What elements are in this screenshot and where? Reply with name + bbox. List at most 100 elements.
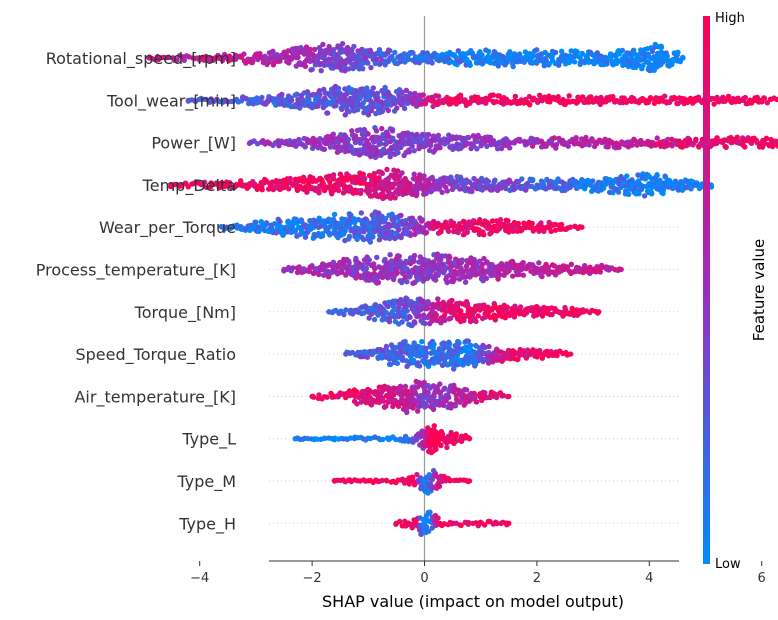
swarm-dot — [437, 145, 443, 151]
swarm-dot — [404, 279, 410, 285]
swarm-dot — [459, 257, 465, 263]
swarm-dot — [600, 185, 607, 191]
swarm-dot — [385, 303, 391, 310]
swarm-dot — [459, 226, 465, 232]
swarm-dot — [296, 264, 302, 270]
swarm-dot — [331, 211, 338, 218]
swarm-dot — [725, 93, 732, 100]
swarm-dot — [399, 393, 405, 400]
swarm-dot — [421, 173, 427, 179]
swarm-dot — [647, 96, 653, 102]
swarm-dot — [375, 183, 381, 190]
swarm-dot — [346, 66, 352, 72]
swarm-dot — [404, 409, 410, 415]
swarm-dot — [381, 404, 388, 410]
swarm-dot — [388, 342, 395, 348]
swarm-dot — [407, 350, 414, 357]
swarm-dot — [465, 338, 471, 344]
swarm-dot — [649, 62, 655, 68]
swarm-dot — [203, 96, 209, 103]
swarm-dot — [219, 224, 225, 230]
swarm-dot — [367, 193, 373, 199]
swarm-dot — [252, 219, 258, 225]
swarm-dot — [664, 53, 670, 59]
swarm-dot — [642, 176, 649, 182]
swarm-dot — [572, 59, 578, 65]
swarm-dot — [423, 353, 429, 360]
swarm-dot — [371, 261, 377, 267]
swarm-dot — [486, 221, 492, 227]
swarm-dot — [165, 54, 172, 60]
swarm-dot — [358, 187, 365, 194]
beeswarm-dots — [146, 41, 778, 537]
swarm-dot — [461, 317, 467, 324]
swarm-dot — [398, 212, 404, 219]
swarm-dot — [376, 264, 382, 270]
swarm-dot — [609, 139, 615, 145]
swarm-dot — [345, 46, 351, 52]
swarm-dot — [658, 44, 665, 51]
swarm-dot — [389, 128, 396, 134]
swarm-dot — [352, 134, 358, 140]
swarm-dot — [370, 138, 376, 144]
swarm-dot — [366, 172, 373, 179]
swarm-dot — [560, 96, 566, 103]
swarm-dot — [453, 392, 460, 398]
swarm-dot — [452, 403, 459, 409]
swarm-dot — [424, 306, 430, 312]
swarm-dot — [510, 312, 517, 319]
swarm-dot — [304, 229, 310, 235]
swarm-dot — [579, 224, 585, 230]
swarm-dot — [316, 187, 322, 194]
swarm-dot — [366, 257, 372, 263]
swarm-dot — [326, 43, 332, 50]
swarm-dot — [693, 136, 699, 142]
swarm-dot — [325, 176, 331, 182]
swarm-dot — [304, 89, 311, 95]
swarm-dot — [391, 181, 397, 187]
swarm-dot — [308, 101, 315, 107]
swarm-dot — [382, 216, 389, 222]
swarm-dot — [384, 166, 390, 173]
swarm-dot — [422, 101, 429, 107]
swarm-dot — [432, 277, 439, 283]
swarm-dot — [626, 191, 632, 197]
swarm-dot — [309, 66, 315, 73]
swarm-dot — [316, 392, 322, 398]
swarm-dot — [286, 60, 292, 66]
swarm-dot — [463, 263, 470, 270]
swarm-dot — [358, 393, 365, 400]
swarm-dot — [587, 94, 593, 100]
swarm-dot — [734, 134, 740, 140]
swarm-dot — [363, 265, 370, 271]
swarm-dot — [559, 48, 565, 54]
swarm-dot — [367, 49, 374, 55]
swarm-dot — [529, 220, 535, 227]
swarm-dot — [418, 135, 424, 142]
swarm-dot — [473, 318, 479, 324]
swarm-dot — [456, 99, 463, 105]
swarm-dot — [383, 230, 389, 237]
swarm-dot — [430, 103, 436, 110]
swarm-dot — [481, 232, 487, 238]
swarm-dot — [552, 49, 559, 56]
swarm-dot — [557, 58, 564, 64]
swarm-dot — [376, 237, 383, 243]
swarm-dot — [442, 253, 449, 259]
swarm-dot — [433, 312, 439, 318]
swarm-dot — [464, 134, 471, 141]
swarm-dot — [506, 229, 512, 235]
swarm-dot — [327, 224, 333, 230]
swarm-dot — [439, 401, 446, 407]
swarm-dot — [519, 176, 525, 182]
swarm-dot — [185, 97, 192, 104]
swarm-dot — [680, 55, 686, 61]
swarm-dot — [351, 43, 357, 50]
swarm-dot — [419, 338, 425, 345]
swarm-dot — [545, 264, 552, 271]
swarm-dot — [412, 398, 418, 404]
swarm-dot — [471, 53, 478, 59]
swarm-dot — [477, 216, 483, 223]
swarm-dot — [323, 50, 329, 56]
swarm-dot — [411, 148, 417, 154]
